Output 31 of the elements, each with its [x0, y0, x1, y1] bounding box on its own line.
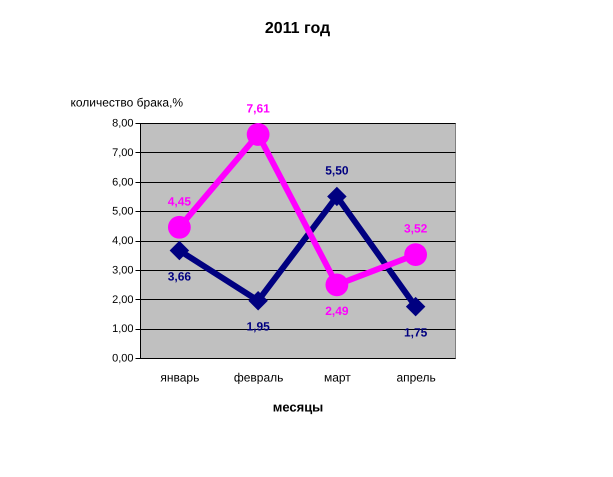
y-tick-label: 4,00 [112, 235, 134, 247]
point [168, 216, 191, 239]
data-label: 1,75 [404, 326, 428, 340]
y-tick-label: 8,00 [112, 118, 134, 130]
point [404, 243, 428, 266]
data-label: 5,50 [325, 163, 349, 178]
y-tick-label: 2,00 [112, 294, 134, 306]
x-tick-label: январь [160, 370, 200, 384]
data-label: 3,66 [168, 269, 192, 284]
x-tick-label: февраль [234, 370, 284, 384]
point [327, 186, 347, 206]
y-tick-label: 6,00 [112, 176, 134, 188]
y-tick-label: 7,00 [112, 146, 134, 159]
y-tick-label: 5,00 [112, 206, 134, 218]
x-tick-label: март [324, 370, 352, 384]
y-tick-label: 0,00 [112, 352, 134, 364]
data-label: 2,49 [325, 304, 349, 318]
x-axis-title: месяцы [272, 400, 324, 414]
y-tick-label: 3,00 [112, 264, 134, 276]
chart-title: 2011 год [264, 20, 330, 37]
point [170, 240, 190, 260]
data-label: 3,52 [404, 222, 428, 236]
point [248, 290, 268, 310]
point [406, 296, 426, 316]
point [325, 273, 348, 296]
point [246, 123, 270, 146]
data-label: 7,61 [246, 101, 270, 116]
data-label: 4,45 [168, 194, 192, 208]
x-tick-label: апрель [396, 370, 436, 384]
y-tick-label: 1,00 [112, 323, 134, 336]
y-axis-title: количество брака,% [70, 96, 184, 110]
